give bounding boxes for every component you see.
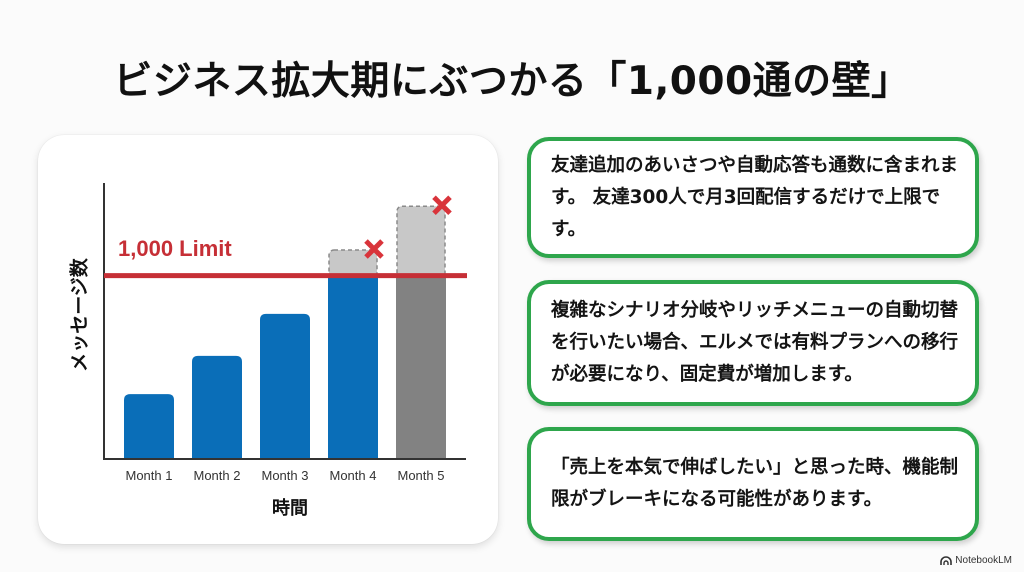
info-card-1: 友達追加のあいさつや自動応答も通数に含まれます。 友達300人で月3回配信するだ…: [527, 137, 979, 258]
x-tick-month-1: Month 1: [125, 468, 173, 483]
info-card-2: 複雑なシナリオ分岐やリッチメニューの自動切替を行いたい場合、エルメでは有料プラン…: [527, 280, 979, 406]
bar-3: [260, 313, 310, 458]
notebooklm-logo-icon: [940, 556, 953, 565]
x-tick-month-4: Month 4: [329, 468, 377, 483]
x-tick-month-5: Month 5: [397, 468, 445, 483]
brand-label: NotebookLM: [955, 555, 1012, 566]
limit-label: 1,000 Limit: [118, 236, 232, 261]
bar-4: [328, 275, 378, 458]
x-tick-month-2: Month 2: [193, 468, 241, 483]
bar-2: [192, 355, 242, 458]
x-mark-icon: [432, 195, 452, 216]
bar-5: [396, 275, 446, 458]
bar-1: [124, 394, 174, 458]
x-tick-month-3: Month 3: [261, 468, 309, 483]
info-card-2-text: 複雑なシナリオ分岐やリッチメニューの自動切替を行いたい場合、エルメでは有料プラン…: [551, 300, 959, 385]
y-axis-label: メッセージ数: [68, 258, 91, 372]
info-card-3-text: 「売上を本気で伸ばしたい」と思った時、機能制限がブレーキになる可能性があります。: [551, 457, 959, 510]
info-card-1-text: 友達追加のあいさつや自動応答も通数に含まれます。 友達300人で月3回配信するだ…: [551, 154, 959, 240]
x-axis-label: 時間: [272, 498, 308, 519]
x-mark-icon: [364, 239, 384, 259]
page-title: ビジネス拡大期にぶつかる「1,000通の壁」: [113, 59, 911, 104]
overflow-bar-5: [396, 205, 446, 283]
brand-watermark: NotebookLM: [940, 555, 1012, 566]
info-card-3: 「売上を本気で伸ばしたい」と思った時、機能制限がブレーキになる可能性があります。: [527, 427, 979, 541]
x-markers: [364, 195, 452, 259]
